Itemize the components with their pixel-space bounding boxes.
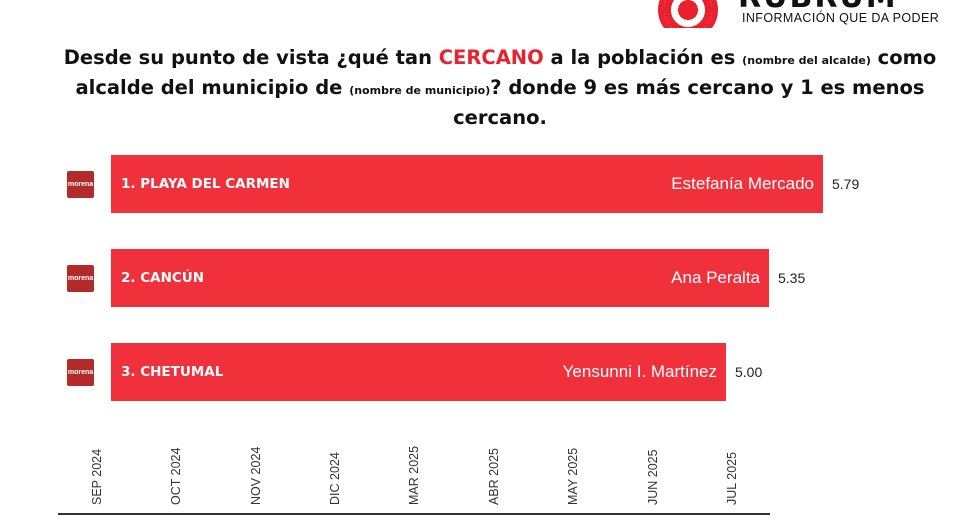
logo-tagline: INFORMACIÓN QUE DA PODER (742, 11, 940, 25)
logo-wordmark: RUBRUM (738, 0, 898, 13)
title-part-2: a la población es (543, 46, 743, 69)
bar-value-label: 5.35 (778, 270, 806, 286)
bar: 2. CANCÚN Ana Peralta (111, 249, 769, 307)
morena-party-logo: morena (67, 171, 94, 198)
party-logo-text: morena (67, 369, 94, 376)
morena-party-logo: morena (67, 359, 94, 386)
title-part-4: ? donde 9 es más cercano y 1 es menos ce… (453, 76, 925, 129)
bar: 3. CHETUMAL Yensunni I. Martínez (111, 343, 726, 401)
bar-row: morena 1. PLAYA DEL CARMEN Estefanía Merca… (0, 155, 967, 213)
morena-party-logo: morena (67, 265, 94, 292)
bar-value-label: 5.79 (832, 176, 860, 192)
x-tick-label: JUN 2025 (646, 449, 660, 505)
bar-mayor-name: Yensunni I. Martínez (562, 362, 717, 381)
bar-category-label: 1. PLAYA DEL CARMEN (121, 176, 290, 192)
x-tick-label: SEP 2024 (90, 448, 104, 505)
chart-title: Desde su punto de vista ¿qué tan CERCANO… (40, 44, 960, 131)
rubrum-logo: RUBRUM INFORMACIÓN QUE DA PODER (658, 0, 967, 28)
x-tick-label: MAR 2025 (407, 445, 421, 505)
bar-value-label: 5.00 (735, 364, 763, 380)
title-placeholder-municipio: (nombre de municipio) (349, 84, 491, 97)
x-tick-label: NOV 2024 (249, 446, 263, 505)
title-part-3: como alcalde del municipio de (75, 46, 937, 99)
title-part-1: Desde su punto de vista ¿qué tan (63, 46, 439, 69)
bar-row: morena 2. CANCÚN Ana Peralta 5.35 (0, 249, 967, 307)
bar-mayor-name: Estefanía Mercado (671, 174, 814, 193)
x-axis-line (58, 513, 770, 515)
party-logo-text: morena (67, 181, 94, 188)
title-highlight: CERCANO (438, 46, 544, 69)
x-tick-label: JUL 2025 (725, 451, 739, 505)
target-logo-icon (658, 0, 718, 28)
bar: 1. PLAYA DEL CARMEN Estefanía Mercado (111, 155, 823, 213)
x-tick-label: OCT 2024 (169, 447, 183, 505)
bar-row: morena 3. CHETUMAL Yensunni I. Martínez 5.0… (0, 343, 967, 401)
bar-mayor-name: Ana Peralta (671, 268, 760, 287)
x-tick-label: MAY 2025 (566, 447, 580, 505)
party-logo-text: morena (67, 275, 94, 282)
x-tick-label: ABR 2025 (487, 448, 501, 505)
title-placeholder-alcalde: (nombre del alcalde) (742, 54, 871, 67)
x-tick-label: DIC 2024 (328, 452, 342, 505)
bar-category-label: 2. CANCÚN (121, 270, 205, 286)
bar-category-label: 3. CHETUMAL (121, 364, 224, 380)
